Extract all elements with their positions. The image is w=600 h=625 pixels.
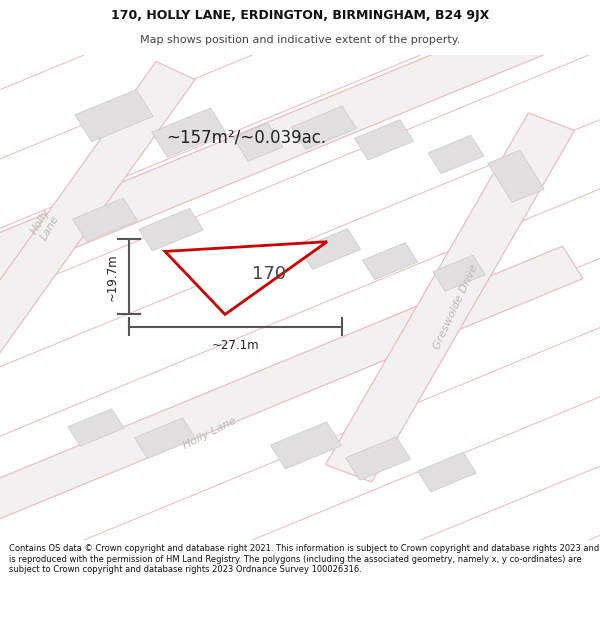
Polygon shape — [418, 452, 476, 492]
Text: ~27.1m: ~27.1m — [212, 339, 259, 351]
Polygon shape — [233, 123, 283, 161]
Polygon shape — [292, 106, 356, 149]
Polygon shape — [134, 418, 196, 458]
Polygon shape — [152, 108, 226, 158]
Polygon shape — [346, 437, 410, 480]
Polygon shape — [139, 208, 203, 251]
Polygon shape — [0, 61, 195, 437]
Text: Map shows position and indicative extent of the property.: Map shows position and indicative extent… — [140, 34, 460, 44]
Polygon shape — [73, 198, 137, 242]
Polygon shape — [433, 255, 485, 291]
Text: ~19.7m: ~19.7m — [106, 253, 119, 301]
Polygon shape — [75, 89, 153, 142]
Text: Holly
Lane: Holly Lane — [29, 208, 61, 242]
Polygon shape — [325, 113, 575, 482]
Text: Contains OS data © Crown copyright and database right 2021. This information is : Contains OS data © Crown copyright and d… — [9, 544, 599, 574]
Polygon shape — [355, 120, 413, 160]
Text: Holly Lane: Holly Lane — [182, 416, 238, 451]
Polygon shape — [0, 0, 587, 323]
Polygon shape — [299, 229, 361, 269]
Polygon shape — [362, 242, 418, 279]
Polygon shape — [0, 246, 583, 543]
Text: Greswolde Drive: Greswolde Drive — [432, 263, 480, 351]
Polygon shape — [488, 150, 544, 202]
Polygon shape — [68, 409, 124, 446]
Text: 170, HOLLY LANE, ERDINGTON, BIRMINGHAM, B24 9JX: 170, HOLLY LANE, ERDINGTON, BIRMINGHAM, … — [111, 9, 489, 22]
Polygon shape — [428, 135, 484, 174]
Polygon shape — [165, 242, 327, 314]
Text: 170: 170 — [252, 265, 286, 283]
Polygon shape — [271, 422, 341, 469]
Text: ~157m²/~0.039ac.: ~157m²/~0.039ac. — [166, 129, 326, 146]
